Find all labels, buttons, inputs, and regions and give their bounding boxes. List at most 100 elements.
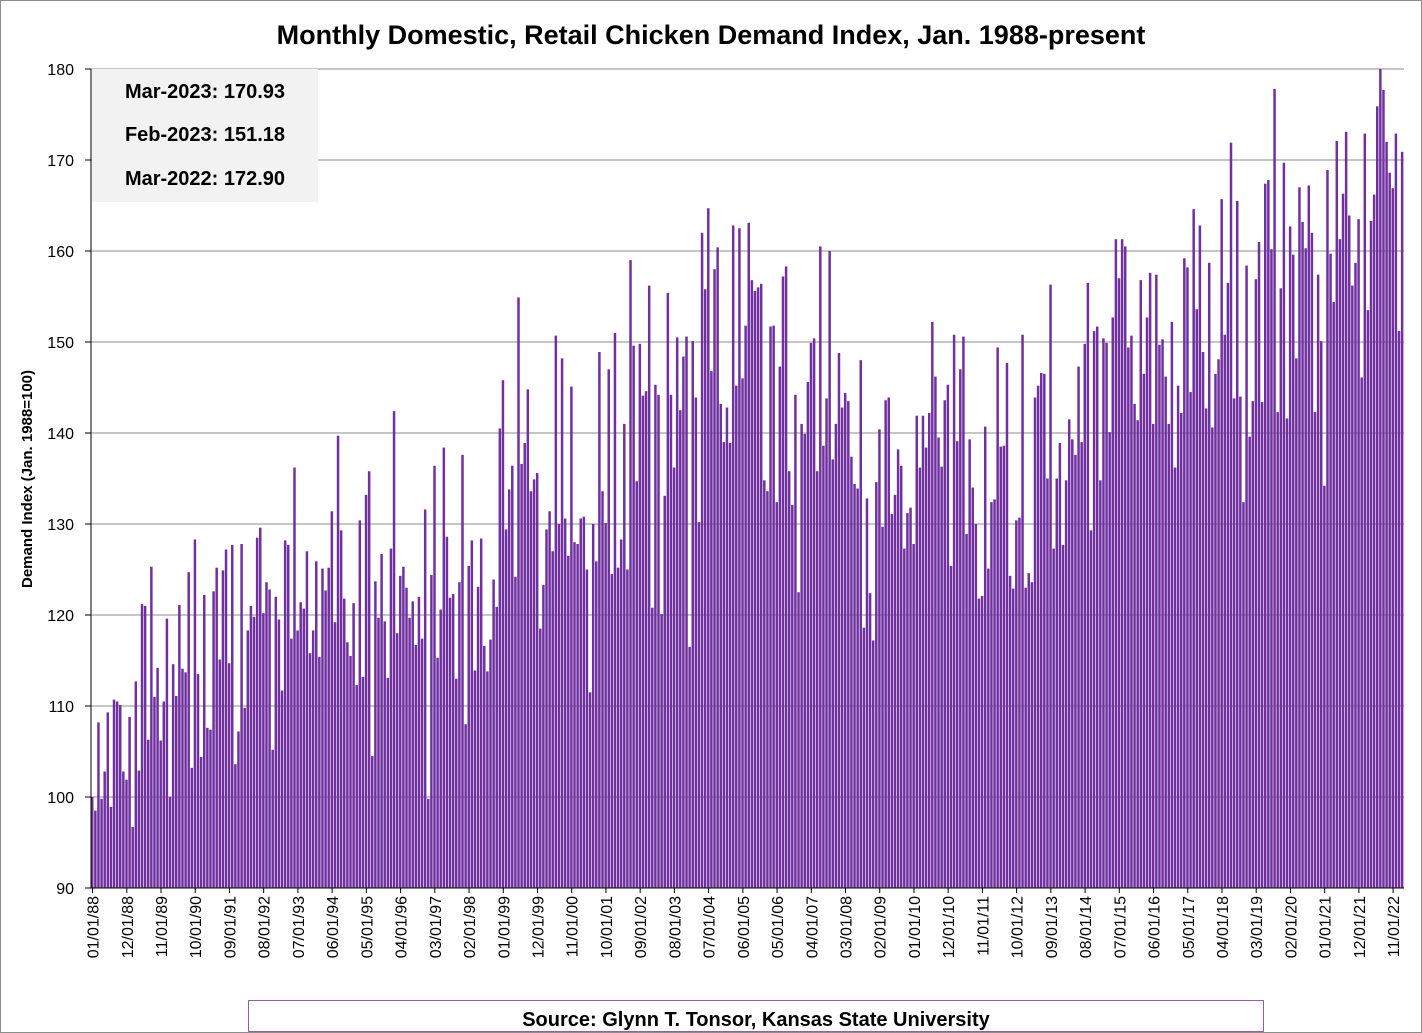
bar [395, 633, 399, 888]
bar [931, 321, 934, 889]
bar [766, 491, 769, 888]
source-box: Source: Glynn T. Tonsor, Kansas State Un… [248, 1000, 1264, 1032]
bar [539, 628, 542, 888]
x-tick-label: 11/01/00 [565, 896, 582, 957]
bar [274, 596, 278, 888]
bar [1105, 342, 1108, 888]
bar [193, 539, 197, 888]
bar [507, 489, 511, 888]
bar [576, 544, 579, 888]
bar [1357, 219, 1360, 888]
bar [666, 292, 670, 888]
bar [268, 589, 271, 888]
y-tick-labels: 90 100 110 120 130 140 150 160 170 180 [47, 62, 74, 898]
x-tick-label: 09/01/13 [1044, 896, 1061, 958]
bar [492, 579, 495, 888]
bar [196, 674, 200, 888]
bar [255, 537, 259, 888]
x-tick-label: 04/01/96 [394, 896, 411, 958]
bar [871, 640, 875, 888]
bar [371, 756, 374, 888]
bar [806, 382, 810, 888]
bar [122, 771, 125, 888]
bar [479, 538, 483, 888]
bar [1382, 89, 1385, 889]
x-tick-label: 02/01/20 [1283, 896, 1300, 958]
bar [349, 655, 352, 888]
bar [1267, 180, 1270, 888]
x-tick-label: 01/01/10 [907, 896, 924, 958]
bar [657, 394, 660, 888]
bar [203, 594, 206, 888]
bar [651, 607, 654, 888]
bar [1021, 334, 1024, 889]
bar [812, 338, 816, 888]
bar [1363, 133, 1367, 889]
bar [532, 479, 536, 888]
bar [103, 771, 106, 888]
bar [97, 722, 100, 888]
bar [1052, 548, 1055, 888]
bar [784, 266, 788, 889]
bar [143, 605, 147, 888]
x-tick-label: 06/01/94 [325, 896, 342, 958]
bar [629, 260, 632, 889]
bar [1204, 408, 1208, 888]
bar [504, 529, 508, 888]
bar [1201, 352, 1205, 888]
bar [318, 656, 321, 888]
bar [339, 530, 343, 888]
bar [1388, 172, 1391, 889]
bar [598, 352, 601, 888]
bar [1071, 439, 1074, 888]
bar [1120, 239, 1124, 889]
bar [582, 516, 586, 888]
bar [815, 471, 819, 888]
x-tick-label: 07/01/93 [291, 896, 308, 958]
bar [321, 568, 324, 888]
bar [694, 397, 698, 888]
bar [791, 504, 794, 888]
info-line-previous-month: Feb-2023: 151.18 [124, 124, 286, 146]
bar [1242, 502, 1245, 888]
bar [713, 269, 716, 888]
bar [520, 463, 523, 888]
bar [364, 494, 368, 888]
bar [585, 569, 589, 888]
bar [669, 394, 673, 888]
bar [1127, 347, 1130, 889]
bar [626, 569, 629, 888]
bar [940, 466, 943, 888]
bar [1176, 385, 1180, 888]
bar [277, 619, 281, 888]
bar [240, 544, 243, 888]
bar [106, 712, 110, 888]
bar [1251, 401, 1255, 888]
x-tick-label: 10/01/01 [599, 896, 616, 958]
bar [918, 467, 922, 888]
bar [212, 591, 215, 888]
bar [962, 336, 965, 888]
bar [952, 334, 956, 889]
bar [990, 502, 993, 888]
bar [912, 544, 915, 888]
bar [420, 638, 424, 888]
bar [557, 524, 561, 888]
x-tick-label: 02/01/09 [873, 896, 890, 958]
bar [1323, 485, 1326, 888]
bar [731, 225, 735, 888]
bar [1179, 412, 1183, 888]
bar [909, 507, 912, 888]
bar [1043, 373, 1046, 889]
x-tick-label: 01/01/21 [1318, 896, 1335, 958]
bar [280, 690, 284, 888]
bar [1005, 362, 1009, 888]
bar [763, 480, 766, 888]
bar [1167, 423, 1171, 888]
bar [722, 442, 726, 888]
bar [1226, 282, 1230, 889]
bar [131, 827, 134, 888]
bar [333, 622, 337, 888]
bar [1049, 284, 1052, 888]
bar [1015, 520, 1018, 888]
